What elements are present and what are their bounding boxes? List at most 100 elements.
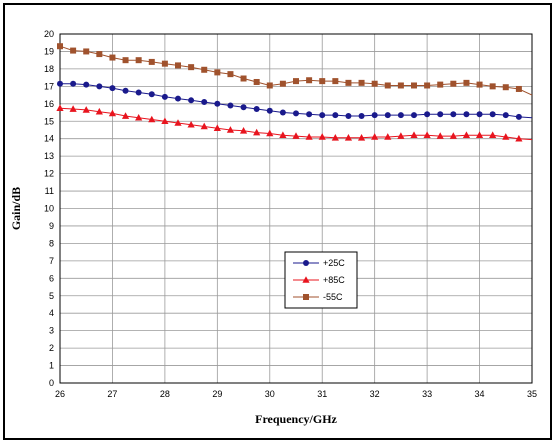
y-tick-label: 18 [44,64,54,74]
y-tick-label: 13 [44,151,54,161]
data-point [188,97,195,104]
data-point [70,80,77,87]
data-point [476,81,483,88]
data-point [344,134,353,141]
data-point [109,54,116,61]
data-point [122,57,129,64]
y-tick-label: 17 [44,81,54,91]
y-tick-label: 19 [44,46,54,56]
series-3 [57,43,533,96]
x-tick-label: 28 [160,389,170,399]
data-point [318,133,326,140]
plot-area [59,33,533,384]
data-point [371,80,378,87]
data-point [96,83,103,90]
data-point [279,80,286,87]
data-point [266,82,273,89]
data-point [357,134,366,141]
legend-label: -55C [323,292,343,302]
data-point [384,133,392,140]
y-tick-label: 9 [49,221,54,231]
y-tick-label: 4 [49,308,54,318]
legend-item: +25C [293,258,345,268]
legend-marker [302,276,310,283]
data-point [489,131,497,139]
x-tick-label: 29 [212,389,222,399]
data-point [148,115,156,123]
data-point [450,111,457,118]
data-point [161,117,169,125]
x-tick-label: 33 [422,389,432,399]
x-tick-label: 26 [55,389,65,399]
data-point [96,51,103,58]
data-point [57,43,63,50]
data-point [83,81,90,88]
y-tick-label: 15 [44,116,54,126]
data-point [476,111,483,118]
data-point [201,99,208,106]
data-point [331,134,339,141]
data-point [83,48,90,55]
data-point [371,133,379,140]
data-point [56,104,64,111]
y-tick-label: 7 [49,256,54,266]
data-point [175,62,181,69]
data-point [306,77,313,84]
data-point [450,80,457,87]
data-point [161,93,168,100]
data-point [201,66,208,73]
x-tick-label: 34 [475,389,485,399]
series-2 [56,104,533,142]
legend-marker [303,294,309,300]
data-point [384,82,391,89]
data-point [332,78,339,85]
data-point [502,112,509,119]
y-tick-label: 1 [49,361,54,371]
data-point [135,57,142,64]
data-point [240,75,247,82]
y-axis-title: Gain/dB [9,187,23,230]
data-point [502,84,509,91]
data-point [266,107,273,114]
data-point [148,58,155,65]
data-point [424,82,431,89]
data-point [411,112,417,119]
data-point [475,131,484,139]
data-point [109,85,116,92]
y-tick-label: 3 [49,326,54,336]
data-point [397,112,404,119]
y-tick-label: 6 [49,273,54,283]
data-point [463,111,470,118]
legend: +25C +85C -55C [284,251,358,309]
y-tick-label: 8 [49,238,54,248]
y-tick-label: 16 [44,99,54,109]
data-point [266,129,274,137]
data-point [449,132,457,139]
data-point [174,119,182,126]
data-point [437,111,444,118]
data-point [384,112,391,119]
data-point [135,89,142,96]
data-point [213,124,221,132]
data-point [187,120,195,128]
data-point [214,100,221,107]
data-point [175,95,181,102]
series-area [56,43,533,142]
data-point [188,64,195,71]
data-point [305,133,313,140]
y-tick-label: 11 [45,186,54,196]
data-point [121,112,130,119]
x-tick-label: 30 [265,389,275,399]
data-point [371,112,378,119]
data-point [462,131,471,139]
data-point [358,113,365,120]
series-1 [57,80,533,120]
legend-item: -55C [293,292,343,302]
data-point [332,112,339,119]
grid [59,33,533,384]
x-tick-label: 31 [317,389,327,399]
data-point [345,79,352,86]
data-point [515,113,522,120]
